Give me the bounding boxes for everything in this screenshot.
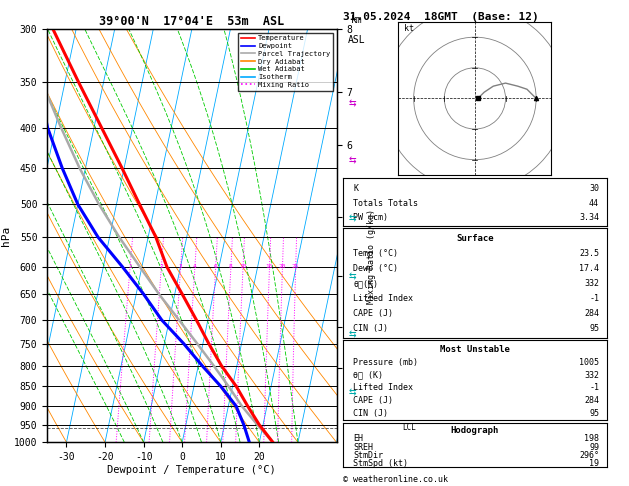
Text: 25: 25 [292,264,299,270]
Text: Dewp (°C): Dewp (°C) [353,264,398,273]
Text: SREH: SREH [353,443,374,451]
Text: PW (cm): PW (cm) [353,213,388,222]
Text: 332: 332 [584,279,599,288]
Text: 99: 99 [589,443,599,451]
Text: 20: 20 [279,264,286,270]
Text: 10: 10 [239,264,247,270]
Text: K: K [353,184,359,193]
Text: 23.5: 23.5 [579,249,599,259]
Text: ⇆: ⇆ [348,329,356,341]
Title: 39°00'N  17°04'E  53m  ASL: 39°00'N 17°04'E 53m ASL [99,15,284,28]
Text: -1: -1 [589,295,599,303]
Text: Most Unstable: Most Unstable [440,345,510,354]
Text: CIN (J): CIN (J) [353,324,388,333]
Text: 284: 284 [584,309,599,318]
Text: StmSpd (kt): StmSpd (kt) [353,459,408,468]
Text: Temp (°C): Temp (°C) [353,249,398,259]
Text: 198: 198 [584,434,599,443]
Text: 284: 284 [584,396,599,405]
Text: km: km [351,15,363,25]
Text: CAPE (J): CAPE (J) [353,396,393,405]
Text: EH: EH [353,434,364,443]
Text: CIN (J): CIN (J) [353,409,388,418]
Text: kt: kt [404,24,415,33]
Text: Lifted Index: Lifted Index [353,383,413,393]
Text: ⇆: ⇆ [348,97,356,110]
Y-axis label: hPa: hPa [1,226,11,246]
Text: 17.4: 17.4 [579,264,599,273]
Text: 3.34: 3.34 [579,213,599,222]
Text: 2: 2 [160,264,163,270]
Text: 19: 19 [589,459,599,468]
Text: StmDir: StmDir [353,451,383,460]
Text: ⇆: ⇆ [348,386,356,399]
Text: ASL: ASL [348,35,365,45]
X-axis label: Dewpoint / Temperature (°C): Dewpoint / Temperature (°C) [108,465,276,475]
Text: 95: 95 [589,409,599,418]
Text: 1005: 1005 [579,358,599,367]
Text: CAPE (J): CAPE (J) [353,309,393,318]
Text: Mixing Ratio (g/kg): Mixing Ratio (g/kg) [367,209,376,304]
Text: Surface: Surface [456,234,494,243]
Text: © weatheronline.co.uk: © weatheronline.co.uk [343,474,448,484]
Text: 44: 44 [589,199,599,208]
Text: θᴇ (K): θᴇ (K) [353,371,383,380]
Text: Totals Totals: Totals Totals [353,199,418,208]
Text: 332: 332 [584,371,599,380]
Text: 31.05.2024  18GMT  (Base: 12): 31.05.2024 18GMT (Base: 12) [343,12,538,22]
Legend: Temperature, Dewpoint, Parcel Trajectory, Dry Adiabat, Wet Adiabat, Isotherm, Mi: Temperature, Dewpoint, Parcel Trajectory… [238,33,333,90]
Text: 16: 16 [265,264,273,270]
Text: LCL: LCL [403,423,416,432]
Text: 3: 3 [179,264,182,270]
Text: θᴇ(K): θᴇ(K) [353,279,379,288]
Text: -1: -1 [589,383,599,393]
Text: Pressure (mb): Pressure (mb) [353,358,418,367]
Text: 296°: 296° [579,451,599,460]
Text: Lifted Index: Lifted Index [353,295,413,303]
Text: 8: 8 [229,264,233,270]
Text: ⇆: ⇆ [348,155,356,168]
Text: 95: 95 [589,324,599,333]
Text: 4: 4 [193,264,197,270]
Text: Hodograph: Hodograph [451,426,499,435]
Text: 1: 1 [128,264,132,270]
Text: ⇆: ⇆ [348,271,356,283]
Text: 6: 6 [214,264,218,270]
Text: 30: 30 [589,184,599,193]
Text: ⇆: ⇆ [348,213,356,226]
